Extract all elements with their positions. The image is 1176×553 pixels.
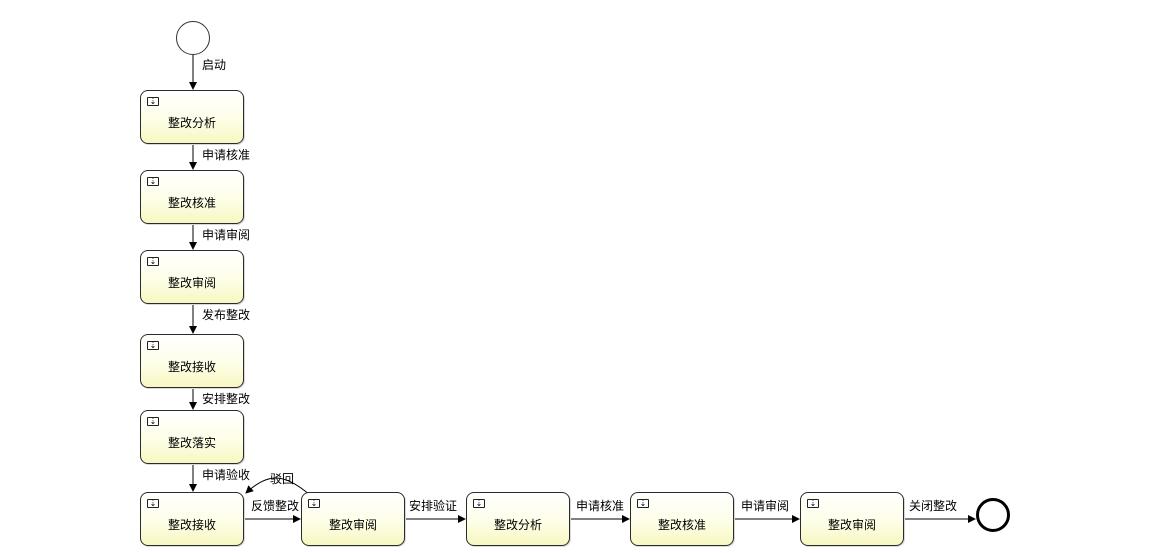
task-node[interactable]: ⇣ 整改审阅 bbox=[800, 492, 904, 546]
expand-icon[interactable]: ⇣ bbox=[147, 341, 159, 350]
flow-label: 申请审阅 bbox=[202, 228, 251, 242]
flow-label: 申请核准 bbox=[576, 499, 625, 513]
task-node[interactable]: ⇣ 整改接收 bbox=[140, 334, 244, 388]
expand-icon[interactable]: ⇣ bbox=[637, 499, 649, 508]
task-label: 整改分析 bbox=[167, 116, 216, 130]
flow-label: 安排验证 bbox=[409, 499, 458, 513]
flow-label: 反馈整改 bbox=[251, 499, 300, 513]
task-node[interactable]: ⇣ 整改核准 bbox=[630, 492, 734, 546]
task-node[interactable]: ⇣ 整改审阅 bbox=[301, 492, 405, 546]
flow-label: 安排整改 bbox=[202, 392, 251, 406]
flow-label: 发布整改 bbox=[202, 308, 251, 322]
start-event[interactable] bbox=[176, 21, 210, 55]
expand-icon[interactable]: ⇣ bbox=[807, 499, 819, 508]
expand-icon[interactable]: ⇣ bbox=[147, 257, 159, 266]
expand-icon[interactable]: ⇣ bbox=[473, 499, 485, 508]
task-label: 整改接收 bbox=[167, 360, 216, 374]
task-node[interactable]: ⇣ 整改审阅 bbox=[140, 250, 244, 304]
task-node[interactable]: ⇣ 整改接收 bbox=[140, 492, 244, 546]
task-node[interactable]: ⇣ 整改落实 bbox=[140, 410, 244, 464]
task-label: 整改审阅 bbox=[328, 518, 377, 532]
task-label: 整改落实 bbox=[167, 436, 216, 450]
task-label: 整改审阅 bbox=[827, 518, 876, 532]
expand-icon[interactable]: ⇣ bbox=[147, 499, 159, 508]
task-label: 整改审阅 bbox=[167, 276, 216, 290]
task-label: 整改核准 bbox=[657, 518, 706, 532]
task-node[interactable]: ⇣ 整改分析 bbox=[140, 90, 244, 144]
expand-icon[interactable]: ⇣ bbox=[147, 417, 159, 426]
task-node[interactable]: ⇣ 整改分析 bbox=[466, 492, 570, 546]
expand-icon[interactable]: ⇣ bbox=[147, 177, 159, 186]
flow-label: 申请核准 bbox=[202, 148, 251, 162]
end-event[interactable] bbox=[976, 498, 1010, 532]
flow-label: 驳回 bbox=[270, 472, 295, 486]
flow-label: 申请审阅 bbox=[741, 499, 790, 513]
task-label: 整改分析 bbox=[493, 518, 542, 532]
flow-label: 启动 bbox=[202, 58, 227, 72]
expand-icon[interactable]: ⇣ bbox=[147, 97, 159, 106]
flow-label: 关闭整改 bbox=[909, 499, 958, 513]
flow-t7-t6-reject bbox=[245, 477, 311, 496]
task-label: 整改核准 bbox=[167, 196, 216, 210]
task-node[interactable]: ⇣ 整改核准 bbox=[140, 170, 244, 224]
expand-icon[interactable]: ⇣ bbox=[308, 499, 320, 508]
task-label: 整改接收 bbox=[167, 518, 216, 532]
flow-label: 申请验收 bbox=[202, 468, 251, 482]
